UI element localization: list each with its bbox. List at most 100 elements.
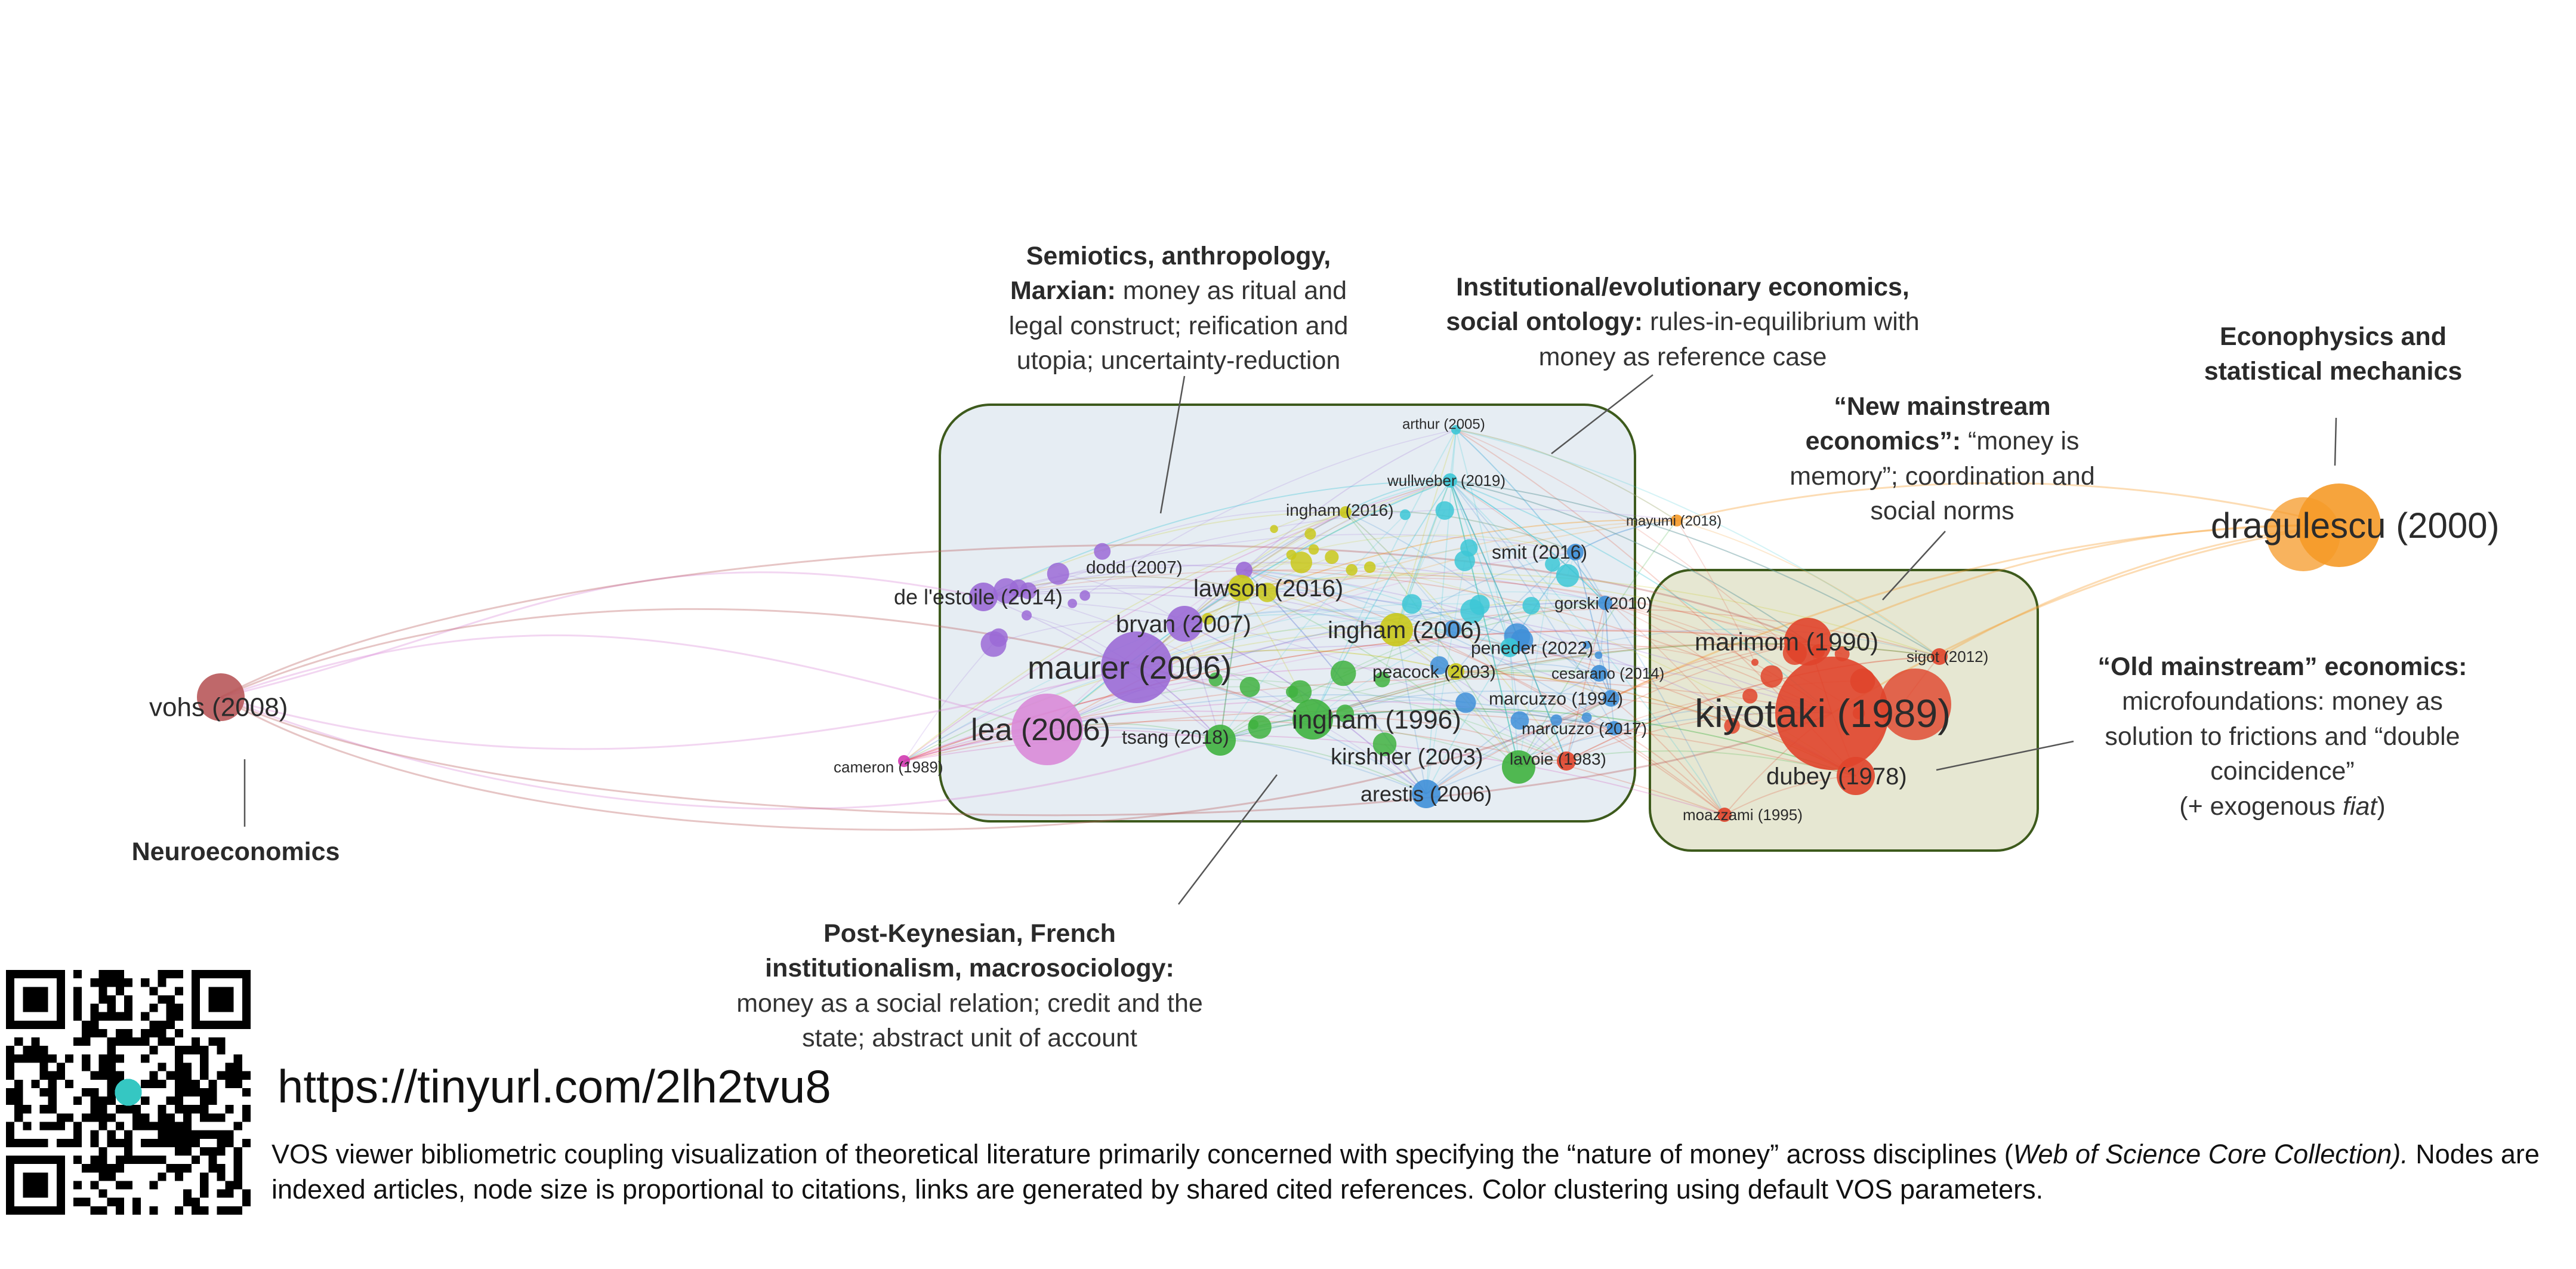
qr-module: [82, 1088, 91, 1097]
node: [1047, 562, 1069, 585]
qr-code[interactable]: [6, 970, 251, 1215]
node[interactable]: [1591, 665, 1608, 682]
qr-module: [39, 1122, 48, 1131]
link: [1136, 645, 1832, 714]
link: [1676, 520, 1940, 657]
qr-module: [183, 1130, 192, 1139]
qr-module: [141, 978, 150, 987]
node[interactable]: [1380, 613, 1413, 646]
qr-module: [115, 1037, 124, 1046]
node[interactable]: [1340, 506, 1352, 518]
node[interactable]: [1448, 663, 1464, 680]
qr-module: [90, 1096, 99, 1105]
qr-module: [166, 1020, 175, 1029]
qr-module: [90, 1164, 99, 1173]
short-url-link[interactable]: https://tinyurl.com/2lh2tvu8: [277, 1060, 831, 1113]
qr-module: [64, 1079, 74, 1088]
qr-module: [98, 1147, 107, 1156]
node[interactable]: [1205, 725, 1236, 756]
node[interactable]: [1011, 694, 1083, 765]
node-label: maurer (2006): [1028, 650, 1232, 686]
node[interactable]: [1784, 618, 1832, 666]
qr-module: [200, 1088, 209, 1097]
link: [1345, 512, 1519, 768]
annotation-econophysics: Econophysics and statistical mechanics: [2172, 319, 2494, 389]
qr-module: [192, 1138, 200, 1147]
qr-module: [174, 1096, 183, 1105]
qr-module: [115, 978, 124, 987]
qr-module: [90, 1181, 99, 1190]
qr-module: [208, 987, 234, 1012]
qr-module: [6, 1122, 15, 1131]
node[interactable]: [1671, 515, 1683, 526]
qr-module: [107, 1197, 116, 1206]
node[interactable]: [1717, 808, 1732, 822]
link: [1426, 716, 1587, 794]
qr-module: [174, 1054, 183, 1063]
qr-module: [174, 987, 183, 996]
caption-part1: VOS viewer bibliometric coupling visuali…: [272, 1139, 2013, 1169]
qr-module: [115, 1197, 124, 1206]
node: [1021, 610, 1032, 621]
qr-module: [90, 1003, 99, 1012]
node[interactable]: [1101, 632, 1173, 703]
link: [1449, 480, 1733, 726]
link: [1136, 667, 1427, 794]
link: [1449, 480, 1519, 768]
qr-module: [200, 1206, 209, 1215]
node: [1304, 528, 1316, 540]
node[interactable]: [1603, 690, 1619, 707]
link: [1426, 711, 1832, 794]
qr-module: [200, 1172, 209, 1181]
node[interactable]: [1502, 750, 1535, 784]
node-label: smit (2016): [1492, 541, 1587, 563]
node[interactable]: [1598, 596, 1612, 610]
qr-module: [158, 1037, 166, 1046]
link: [1345, 512, 1612, 699]
qr-module: [73, 1003, 82, 1012]
link: [1006, 590, 1427, 794]
node-label: peacock (2003): [1372, 663, 1496, 682]
qr-module: [115, 987, 124, 996]
qr-module: [124, 1105, 133, 1114]
node[interactable]: [1412, 780, 1440, 808]
node[interactable]: [1236, 562, 1252, 578]
node[interactable]: [1292, 699, 1333, 740]
link: [1449, 480, 1519, 768]
qr-module: [56, 1071, 65, 1080]
node[interactable]: [898, 755, 910, 767]
node[interactable]: [969, 583, 998, 611]
node[interactable]: [1443, 473, 1457, 488]
node[interactable]: [1931, 648, 1948, 665]
qr-module: [56, 1113, 65, 1122]
qr-module: [132, 1197, 141, 1206]
link: [1244, 569, 1615, 729]
link: [1396, 510, 1446, 630]
link: [1449, 480, 1567, 762]
node[interactable]: [197, 673, 245, 721]
qr-module: [174, 1071, 183, 1080]
qr-module: [6, 1088, 15, 1097]
qr-module: [124, 978, 133, 987]
qr-module: [98, 1156, 107, 1165]
link: [220, 571, 984, 698]
node[interactable]: [1775, 657, 1889, 770]
qr-module: [31, 1037, 40, 1046]
node[interactable]: [1837, 757, 1875, 795]
node[interactable]: [1451, 425, 1461, 435]
node[interactable]: [1500, 638, 1519, 657]
leader-semiotics: [1159, 375, 1186, 514]
node[interactable]: [1557, 751, 1576, 771]
node[interactable]: [1228, 575, 1254, 601]
node[interactable]: [1607, 721, 1621, 735]
node[interactable]: [1567, 544, 1584, 560]
node: [1880, 669, 1951, 740]
link: [983, 585, 1397, 630]
qr-module: [200, 1071, 209, 1080]
node[interactable]: [1167, 606, 1202, 642]
node[interactable]: [2297, 483, 2381, 567]
qr-module: [166, 1164, 175, 1173]
link: [1605, 602, 1751, 697]
qr-module: [158, 1020, 166, 1029]
